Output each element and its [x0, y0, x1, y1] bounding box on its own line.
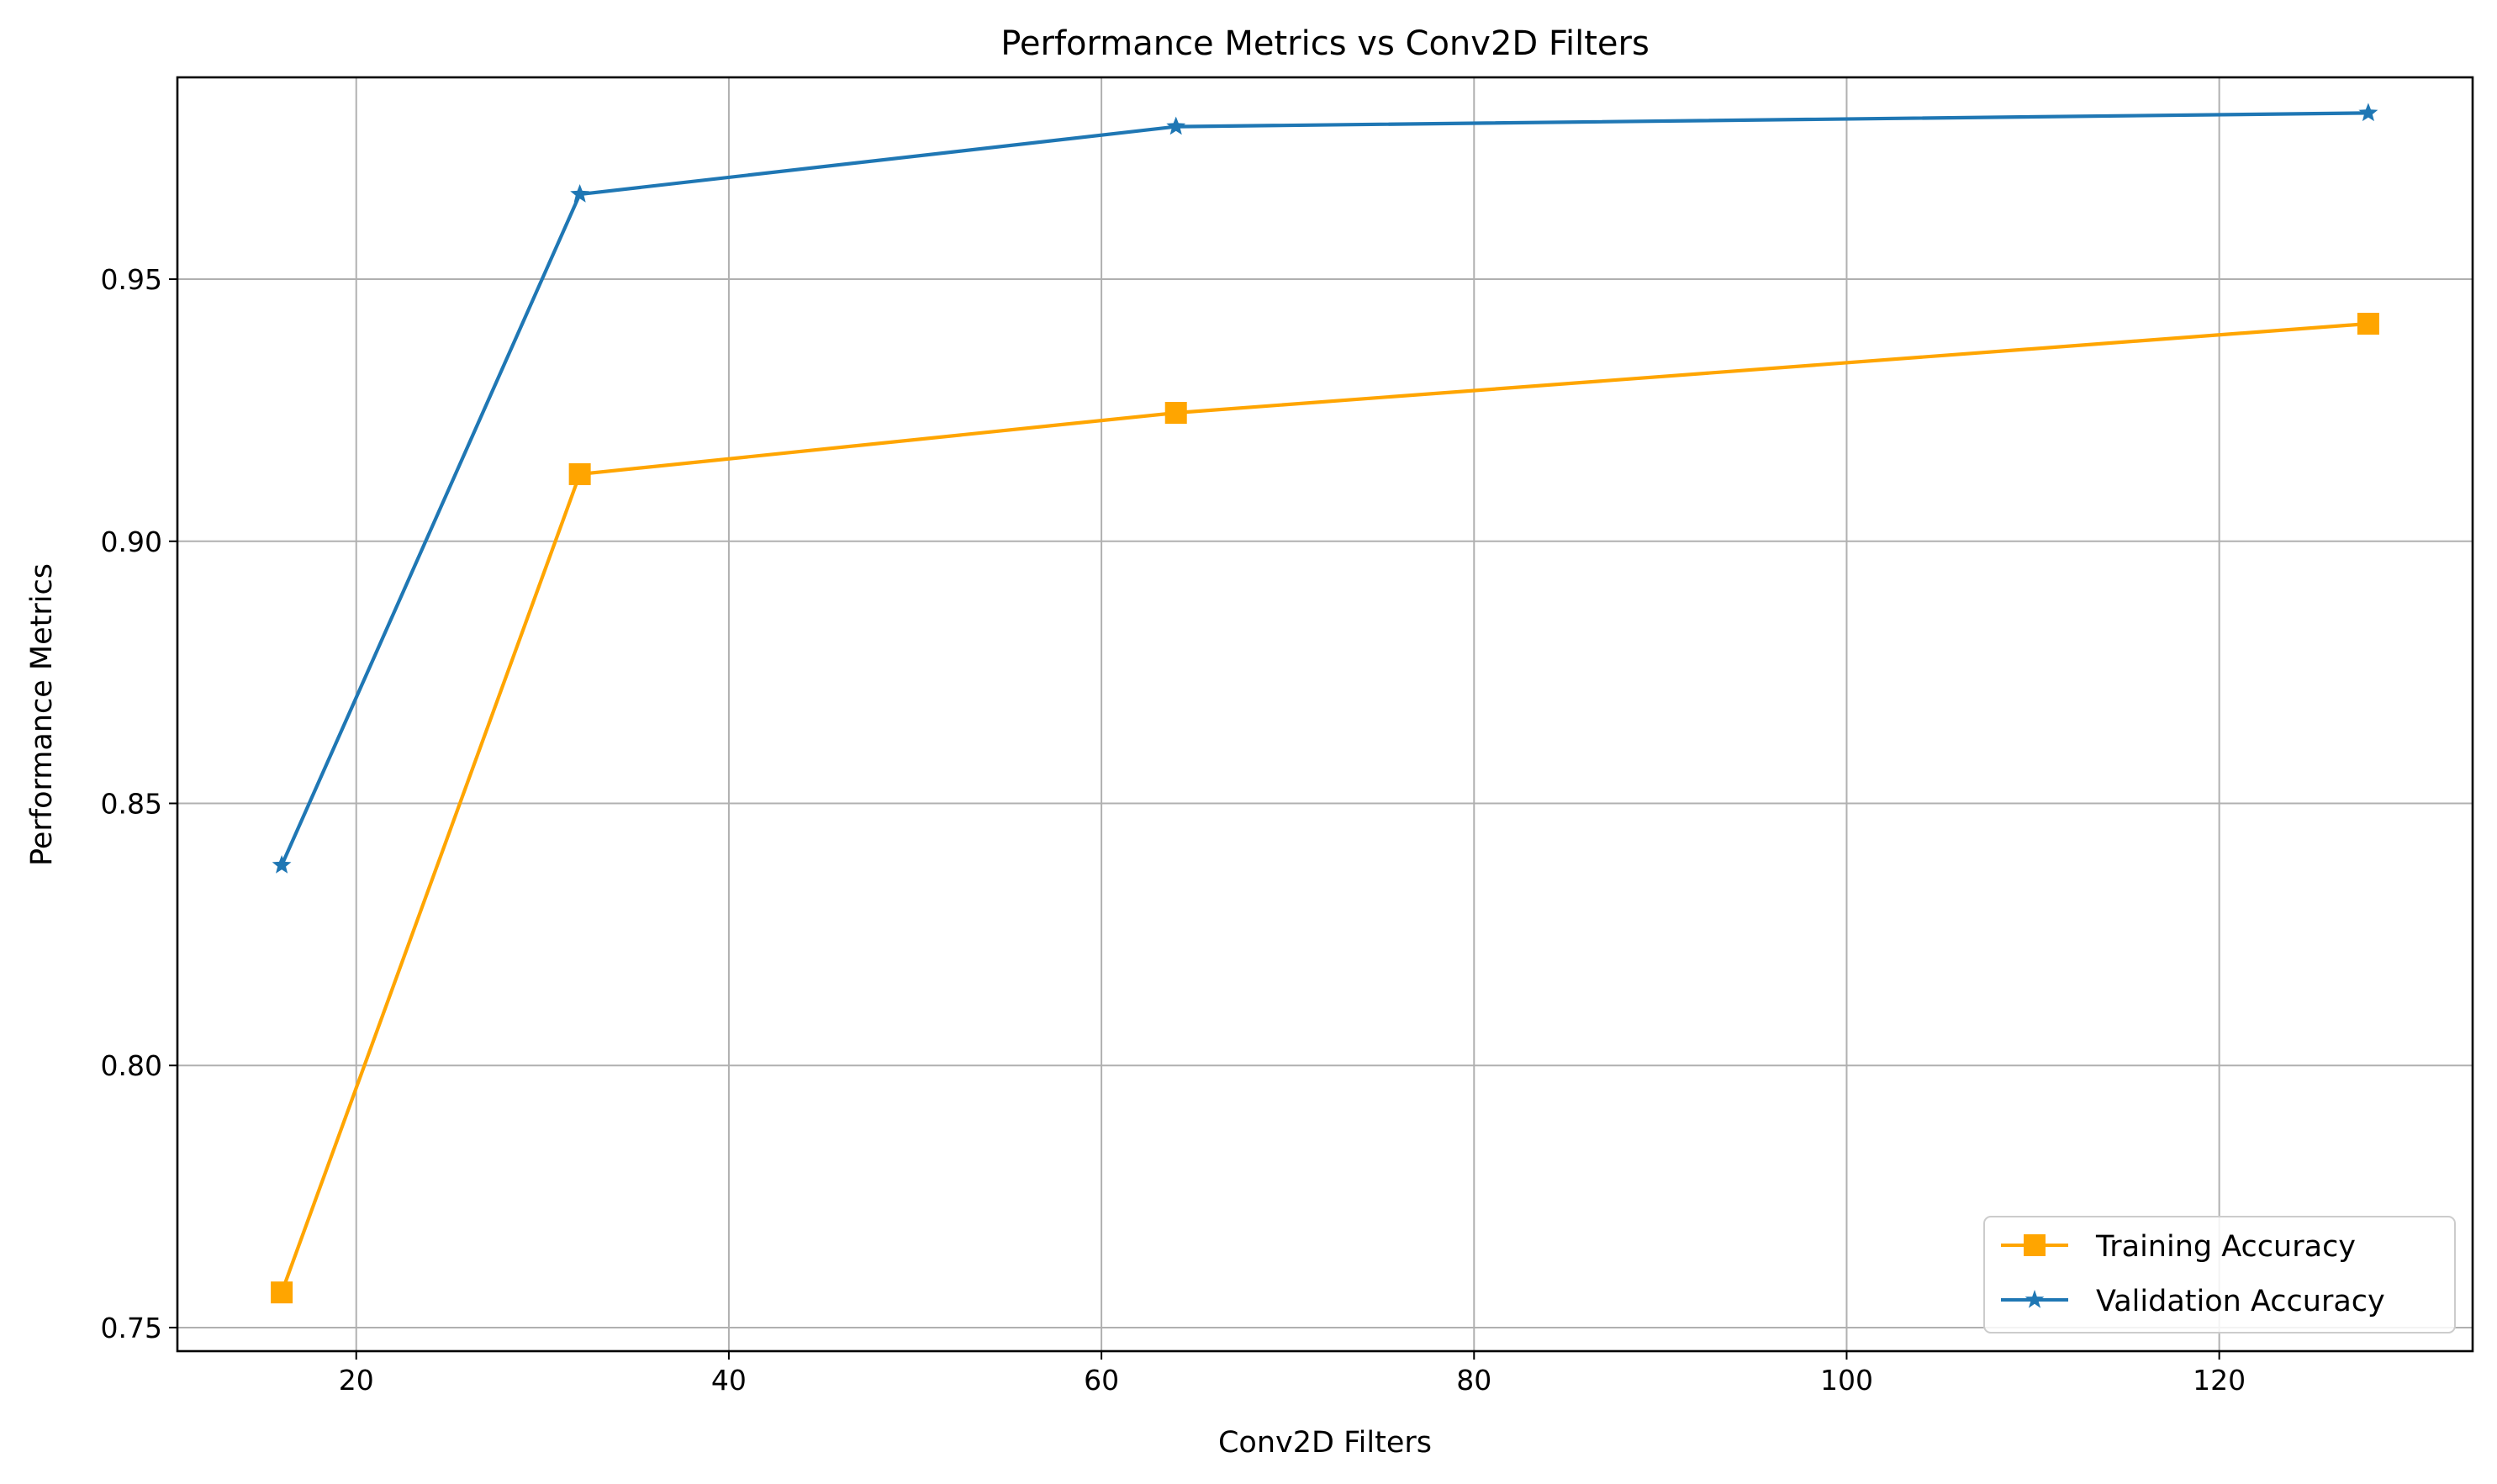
- x-tick-label: 20: [339, 1364, 374, 1397]
- data-point: [570, 184, 590, 203]
- x-tick-label: 40: [711, 1364, 747, 1397]
- data-point: [1166, 116, 1186, 135]
- legend: Training Accuracy Validation Accuracy: [1983, 1216, 2456, 1333]
- y-tick-label: 0.80: [101, 1049, 162, 1082]
- legend-validation-label: Validation Accuracy: [2096, 1285, 2385, 1318]
- y-tick-label: 0.85: [101, 787, 162, 820]
- series-training-accuracy: [271, 313, 2379, 1304]
- ticks: 20 40 60 80 100 120 0.75 0.80 0.85 0.90 0.95: [101, 263, 2246, 1397]
- series-validation-accuracy: [272, 103, 2378, 874]
- chart-title: Performance Metrics vs Conv2D Filters: [1000, 24, 1650, 63]
- y-tick-label: 0.95: [101, 263, 162, 296]
- series-layer: [271, 103, 2379, 1304]
- y-tick-label: 0.75: [101, 1312, 162, 1344]
- legend-training-marker: [2024, 1234, 2046, 1256]
- x-tick-label: 100: [1820, 1364, 1873, 1397]
- y-tick-label: 0.90: [101, 525, 162, 558]
- data-point: [568, 462, 591, 485]
- data-point: [1164, 402, 1187, 425]
- legend-item-training: Training Accuracy: [2001, 1230, 2356, 1264]
- legend-training-label: Training Accuracy: [2095, 1230, 2356, 1264]
- x-axis-label: Conv2D Filters: [1218, 1426, 1432, 1460]
- x-tick-label: 80: [1456, 1364, 1491, 1397]
- legend-item-validation: Validation Accuracy: [2001, 1285, 2385, 1318]
- series-line: [280, 111, 2368, 866]
- x-tick-label: 60: [1084, 1364, 1119, 1397]
- legend-box: [1983, 1216, 2456, 1333]
- series-line: [280, 321, 2369, 1293]
- legend-validation-marker: [2025, 1290, 2045, 1308]
- y-axis-label: Performance Metrics: [25, 563, 59, 866]
- data-point: [2358, 103, 2378, 122]
- data-point: [2357, 313, 2379, 335]
- data-point: [272, 855, 292, 874]
- data-point: [271, 1281, 293, 1304]
- plot-frame: [176, 76, 2474, 1353]
- x-tick-label: 120: [2193, 1364, 2246, 1397]
